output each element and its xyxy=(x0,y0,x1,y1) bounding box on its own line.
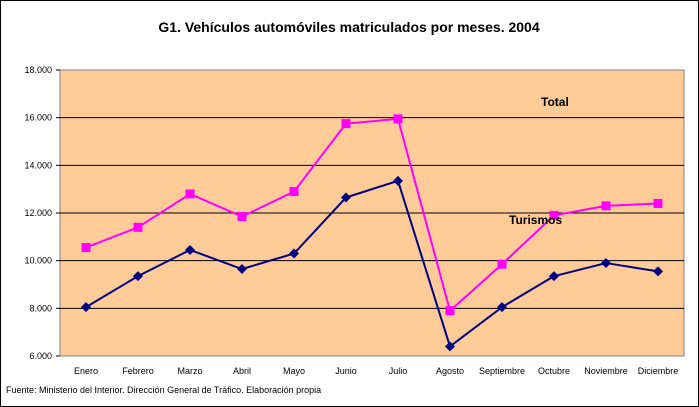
x-tick-label: Enero xyxy=(74,366,98,376)
series-layer xyxy=(81,114,663,352)
data-point xyxy=(497,302,507,313)
data-point xyxy=(653,266,663,277)
chart-title: G1. Vehículos automóviles matriculados p… xyxy=(158,19,539,35)
series-label-turismos: Turismos xyxy=(509,213,562,227)
data-point xyxy=(81,302,91,313)
data-point xyxy=(445,341,455,352)
data-point xyxy=(601,258,611,269)
y-tick-label: 6.000 xyxy=(29,351,52,361)
data-point xyxy=(133,271,143,282)
data-point xyxy=(185,189,195,199)
data-point xyxy=(341,119,351,129)
data-point xyxy=(185,244,195,255)
x-tick-label: Febrero xyxy=(122,366,154,376)
y-tick-label: 18.000 xyxy=(24,65,52,75)
x-tick-label: Junio xyxy=(335,366,357,376)
y-tick-label: 16.000 xyxy=(24,113,52,123)
x-tick-label: Agosto xyxy=(436,366,464,376)
x-tick-label: Noviembre xyxy=(584,366,628,376)
data-point xyxy=(393,175,403,186)
data-point xyxy=(237,264,247,275)
data-point xyxy=(601,201,611,211)
series-label-total: Total xyxy=(541,95,569,109)
y-tick-label: 12.000 xyxy=(24,208,52,218)
data-point xyxy=(237,212,247,222)
y-tick-label: 8.000 xyxy=(29,303,52,313)
gridlines xyxy=(60,117,684,309)
data-point xyxy=(549,210,559,220)
source-note: Fuente: Ministerio del Interior. Direcci… xyxy=(6,385,321,395)
data-point xyxy=(653,198,663,208)
data-point xyxy=(393,114,403,124)
series-line-1 xyxy=(85,179,659,348)
series-line-0 xyxy=(85,117,659,312)
data-point xyxy=(133,222,143,232)
data-point xyxy=(497,259,507,269)
x-tick-label: Julio xyxy=(389,366,408,376)
data-point xyxy=(445,306,455,316)
x-tick-label: Diciembre xyxy=(638,366,679,376)
data-point xyxy=(341,192,351,203)
data-point xyxy=(81,243,91,253)
x-tick-label: Marzo xyxy=(177,366,202,376)
y-axis: 6.000 8.000 10.000 12.000 14.000 16.000 18.000 xyxy=(24,65,60,361)
x-tick-label: Mayo xyxy=(283,366,305,376)
y-tick-label: 14.000 xyxy=(24,160,52,170)
data-point xyxy=(289,248,299,259)
x-tick-label: Abril xyxy=(233,366,251,376)
x-tick-label: Octubre xyxy=(538,366,570,376)
x-tick-label: Septiembre xyxy=(479,366,525,376)
data-point xyxy=(289,187,299,197)
x-axis: Enero Febrero Marzo Abril Mayo Junio Julio Agos… xyxy=(74,366,678,376)
data-point xyxy=(549,271,559,282)
y-tick-label: 10.000 xyxy=(24,256,52,266)
